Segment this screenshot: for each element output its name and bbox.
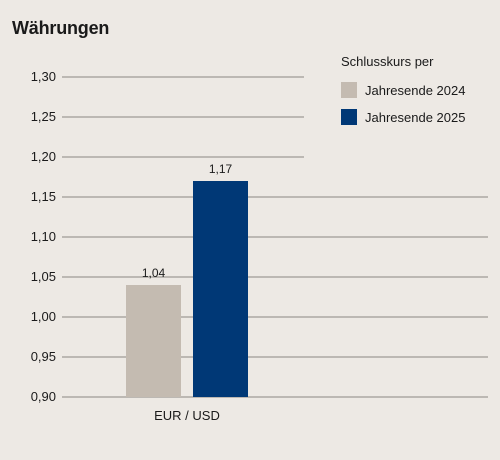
y-tick-label: 1,20: [31, 149, 56, 164]
legend-swatch-2024: [341, 82, 357, 98]
legend: Schlusskurs per Jahresende 2024 Jahresen…: [341, 54, 465, 135]
data-label: 1,04: [142, 266, 166, 280]
y-tick-label: 0,90: [31, 389, 56, 404]
legend-title: Schlusskurs per: [341, 54, 434, 69]
x-category-label: EUR / USD: [154, 408, 220, 423]
y-tick-label: 0,95: [31, 349, 56, 364]
bar-jahresende-2024: [126, 285, 181, 397]
legend-item-2025: Jahresende 2025: [341, 108, 465, 126]
legend-label-2025: Jahresende 2025: [365, 109, 466, 125]
y-tick-label: 1,10: [31, 229, 56, 244]
y-tick-label: 1,30: [31, 69, 56, 84]
y-tick-label: 1,15: [31, 189, 56, 204]
y-tick-label: 1,05: [31, 269, 56, 284]
bar-jahresende-2025: [193, 181, 248, 397]
legend-item-2024: Jahresende 2024: [341, 81, 465, 99]
data-label: 1,17: [209, 162, 233, 176]
y-tick-label: 1,00: [31, 309, 56, 324]
chart-title: Währungen: [12, 18, 110, 38]
y-tick-label: 1,25: [31, 109, 56, 124]
legend-label-2024: Jahresende 2024: [365, 82, 466, 98]
legend-swatch-2025: [341, 109, 357, 125]
